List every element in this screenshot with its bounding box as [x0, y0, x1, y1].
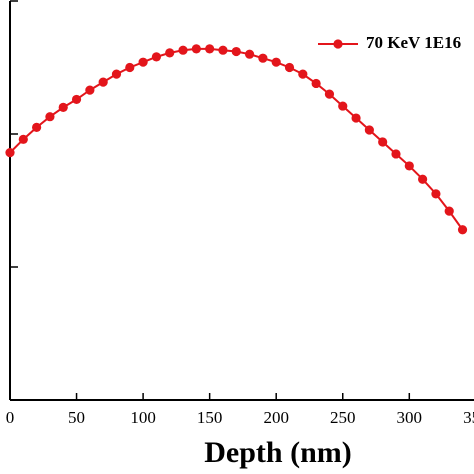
- data-point: [165, 48, 175, 58]
- legend-label: 70 KeV 1E16: [366, 33, 461, 52]
- data-point: [98, 77, 108, 87]
- data-point: [45, 112, 55, 122]
- x-tick-label: 50: [68, 408, 85, 427]
- data-point: [71, 94, 82, 105]
- data-point: [404, 161, 414, 171]
- data-point: [151, 52, 162, 62]
- data-point: [324, 89, 335, 99]
- x-axis-title: Depth (nm): [204, 436, 352, 469]
- data-point: [431, 189, 441, 199]
- data-point: [258, 53, 268, 63]
- x-tick-label: 300: [397, 408, 423, 427]
- data-point: [191, 44, 201, 54]
- data-point: [85, 85, 95, 95]
- data-point: [18, 134, 28, 144]
- data-point: [244, 49, 255, 59]
- data-point: [444, 206, 454, 216]
- data-point: [138, 57, 148, 67]
- data-point: [378, 137, 388, 147]
- data-point: [271, 57, 281, 67]
- data-point: [284, 62, 295, 73]
- x-tick-label: 200: [263, 408, 289, 427]
- data-point: [418, 174, 428, 184]
- data-point: [231, 46, 241, 57]
- data-point: [32, 122, 42, 132]
- data-point: [311, 78, 321, 89]
- data-point: [125, 62, 135, 73]
- data-point: [298, 69, 308, 79]
- data-point: [218, 45, 228, 55]
- x-tick-label: 150: [197, 408, 223, 427]
- data-point: [351, 113, 361, 123]
- x-tick-label: 250: [330, 408, 356, 427]
- data-point: [364, 125, 374, 135]
- data-point: [391, 149, 401, 159]
- data-point: [205, 44, 215, 54]
- x-tick-label: 350: [463, 408, 474, 427]
- data-point: [338, 101, 348, 111]
- data-point: [178, 45, 188, 55]
- data-point: [5, 148, 15, 158]
- data-point: [457, 225, 468, 235]
- data-point: [58, 102, 68, 112]
- data-point: [111, 69, 122, 79]
- x-tick-label: 0: [6, 408, 15, 427]
- legend-marker: [333, 39, 343, 49]
- x-tick-label: 100: [130, 408, 156, 427]
- series-line: [9, 47, 464, 231]
